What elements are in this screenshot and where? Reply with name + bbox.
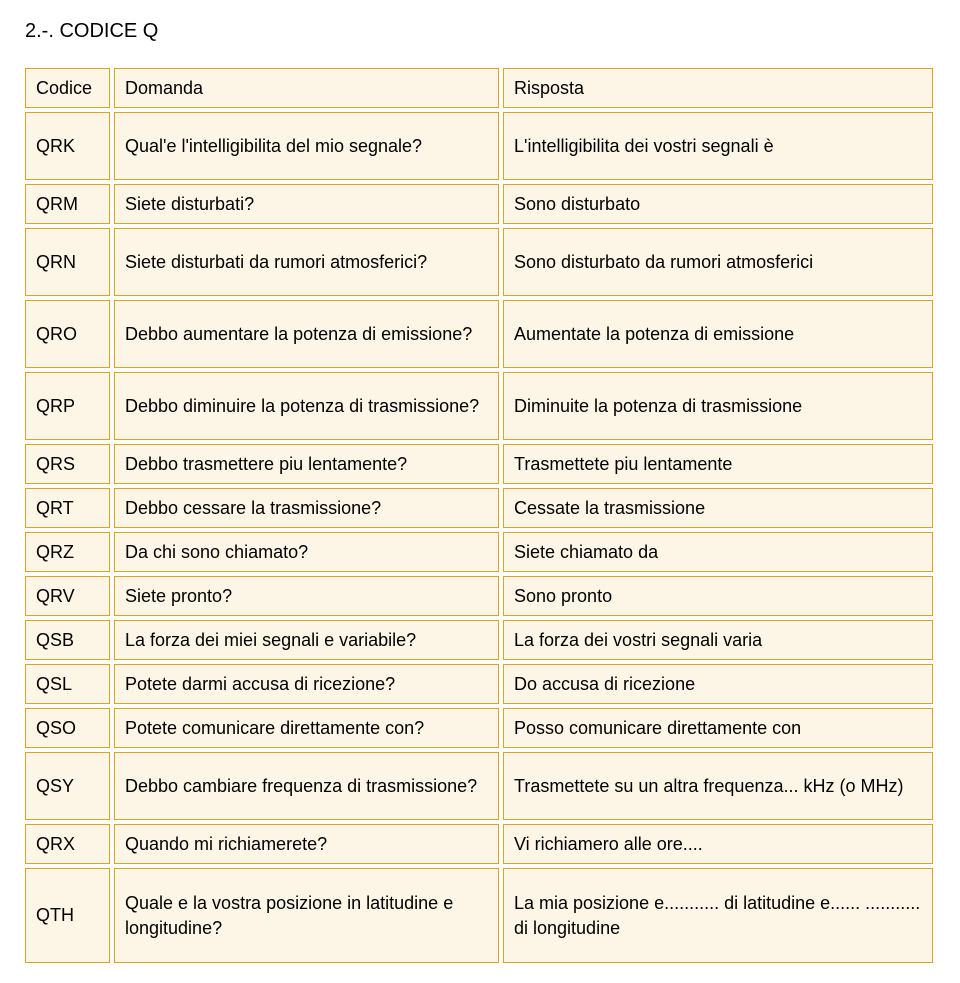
code-cell: QRT xyxy=(25,488,110,528)
code-cell: QSO xyxy=(25,708,110,748)
question-cell: Qual'e l'intelligibilita del mio segnale… xyxy=(114,112,499,180)
question-cell: Siete disturbati da rumori atmosferici? xyxy=(114,228,499,296)
answer-cell: La mia posizione e........... di latitud… xyxy=(503,868,933,963)
question-cell: La forza dei miei segnali e variabile? xyxy=(114,620,499,660)
header-code: Codice xyxy=(25,68,110,108)
q-code-table: Codice QRKQRMQRNQROQRPQRSQRTQRZQRVQSBQSL… xyxy=(25,68,935,963)
answer-cell: Sono pronto xyxy=(503,576,933,616)
answer-cell: Aumentate la potenza di emissione xyxy=(503,300,933,368)
code-cell: QSY xyxy=(25,752,110,820)
code-cell: QRK xyxy=(25,112,110,180)
code-cell: QRX xyxy=(25,824,110,864)
page-title: 2.-. CODICE Q xyxy=(25,20,935,43)
code-cell: QRP xyxy=(25,372,110,440)
answer-cell: Trasmettete su un altra frequenza... kHz… xyxy=(503,752,933,820)
question-cell: Debbo aumentare la potenza di emissione? xyxy=(114,300,499,368)
column-code: Codice QRKQRMQRNQROQRPQRSQRTQRZQRVQSBQSL… xyxy=(25,68,110,963)
answer-cell: Diminuite la potenza di trasmissione xyxy=(503,372,933,440)
answer-cell: La forza dei vostri segnali varia xyxy=(503,620,933,660)
question-cell: Quando mi richiamerete? xyxy=(114,824,499,864)
question-cell: Quale e la vostra posizione in latitudin… xyxy=(114,868,499,963)
question-cell: Da chi sono chiamato? xyxy=(114,532,499,572)
header-question: Domanda xyxy=(114,68,499,108)
column-answer: Risposta L'intelligibilita dei vostri se… xyxy=(503,68,933,963)
answer-cell: L'intelligibilita dei vostri segnali è xyxy=(503,112,933,180)
answer-cell: Cessate la trasmissione xyxy=(503,488,933,528)
question-cell: Debbo cessare la trasmissione? xyxy=(114,488,499,528)
answer-cell: Sono disturbato da rumori atmosferici xyxy=(503,228,933,296)
header-answer: Risposta xyxy=(503,68,933,108)
code-cell: QRZ xyxy=(25,532,110,572)
code-cell: QRS xyxy=(25,444,110,484)
question-cell: Siete disturbati? xyxy=(114,184,499,224)
answer-cell: Sono disturbato xyxy=(503,184,933,224)
code-cell: QSL xyxy=(25,664,110,704)
code-cell: QRM xyxy=(25,184,110,224)
column-question: Domanda Qual'e l'intelligibilita del mio… xyxy=(114,68,499,963)
question-cell: Debbo diminuire la potenza di trasmissio… xyxy=(114,372,499,440)
answer-cell: Siete chiamato da xyxy=(503,532,933,572)
answer-cell: Posso comunicare direttamente con xyxy=(503,708,933,748)
question-cell: Potete comunicare direttamente con? xyxy=(114,708,499,748)
code-cell: QRN xyxy=(25,228,110,296)
code-cell: QTH xyxy=(25,868,110,963)
code-cell: QSB xyxy=(25,620,110,660)
question-cell: Potete darmi accusa di ricezione? xyxy=(114,664,499,704)
question-cell: Siete pronto? xyxy=(114,576,499,616)
question-cell: Debbo cambiare frequenza di trasmissione… xyxy=(114,752,499,820)
code-cell: QRV xyxy=(25,576,110,616)
question-cell: Debbo trasmettere piu lentamente? xyxy=(114,444,499,484)
answer-cell: Vi richiamero alle ore.... xyxy=(503,824,933,864)
code-cell: QRO xyxy=(25,300,110,368)
answer-cell: Trasmettete piu lentamente xyxy=(503,444,933,484)
answer-cell: Do accusa di ricezione xyxy=(503,664,933,704)
